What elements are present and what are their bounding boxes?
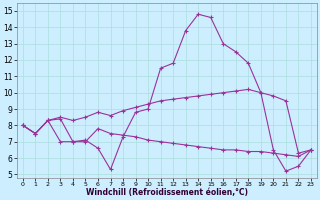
X-axis label: Windchill (Refroidissement éolien,°C): Windchill (Refroidissement éolien,°C)	[86, 188, 248, 197]
